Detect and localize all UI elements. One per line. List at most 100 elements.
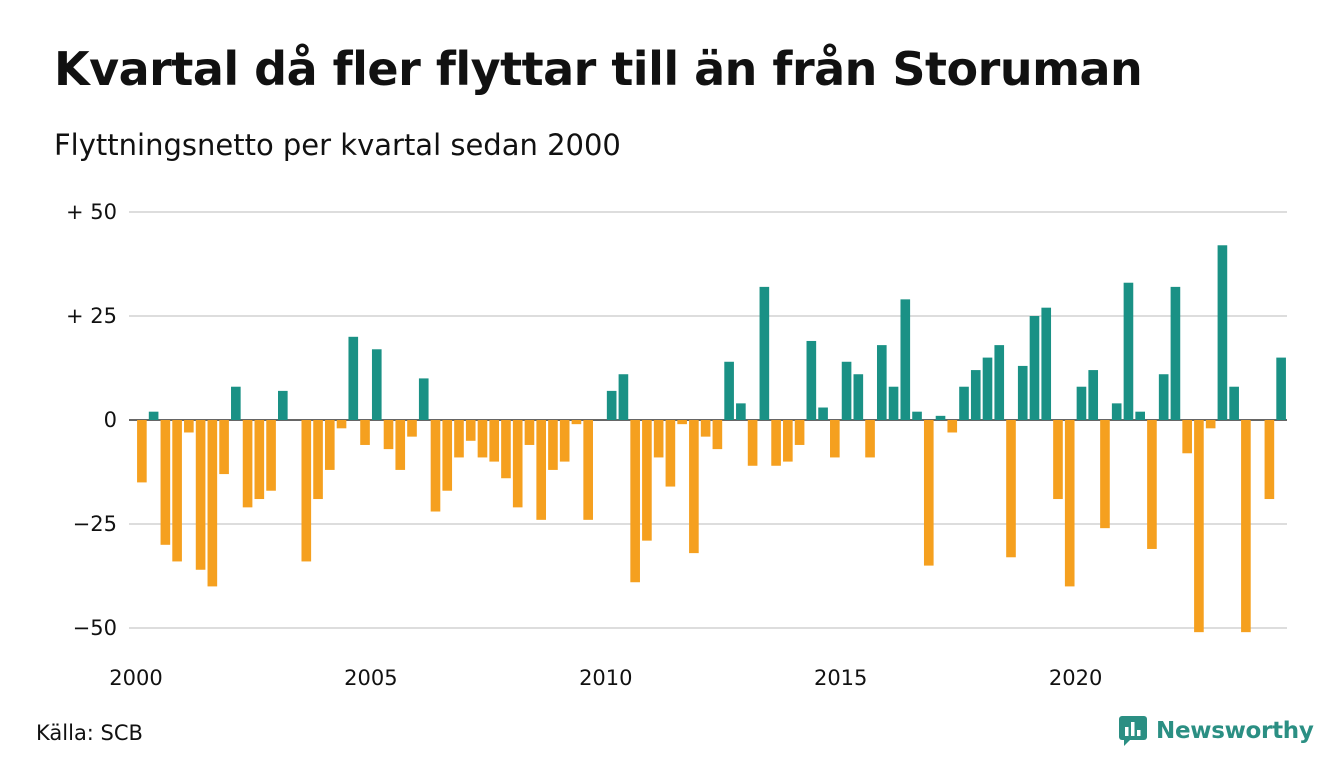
- bar-positive: [1170, 286, 1181, 420]
- bar-positive: [278, 390, 288, 420]
- bar-negative: [477, 420, 488, 458]
- y-tick-label: −25: [73, 512, 117, 536]
- bar-negative: [1100, 420, 1110, 529]
- bar-negative: [1147, 420, 1157, 549]
- newsworthy-logo: Newsworthy: [1118, 715, 1314, 747]
- bar-positive: [806, 340, 817, 420]
- bar-positive: [1088, 370, 1099, 420]
- bar-negative: [172, 420, 182, 562]
- bar-negative: [454, 420, 464, 458]
- bar-negative: [395, 420, 406, 470]
- bar-positive: [982, 357, 993, 420]
- bar-negative: [747, 420, 758, 466]
- bar-positive: [1111, 403, 1122, 420]
- bar-positive: [1017, 365, 1028, 420]
- x-tick-label: 2010: [579, 666, 632, 690]
- bar-negative: [642, 420, 652, 541]
- bar-positive: [1041, 307, 1052, 420]
- bar-negative: [1182, 420, 1192, 454]
- bar-negative: [1205, 420, 1216, 429]
- bar-positive: [970, 370, 981, 420]
- bars: [137, 245, 1286, 633]
- bar-negative: [794, 420, 805, 445]
- y-tick-label: + 50: [66, 200, 117, 224]
- bar-negative: [689, 420, 699, 554]
- bar-negative: [360, 420, 370, 445]
- brand-name: Newsworthy: [1156, 718, 1314, 744]
- bar-negative: [712, 420, 723, 450]
- bar-positive: [231, 386, 241, 420]
- bar-negative: [195, 420, 206, 570]
- bar-negative: [184, 420, 194, 433]
- bar-negative: [266, 420, 276, 491]
- bar-negative: [407, 420, 417, 437]
- bar-negative: [665, 420, 676, 487]
- bar-negative: [548, 420, 558, 470]
- bar-negative: [313, 420, 323, 500]
- bar-negative: [536, 420, 547, 520]
- bar-negative: [571, 420, 582, 425]
- bar-negative: [865, 420, 875, 458]
- bar-positive: [853, 374, 864, 420]
- bar-positive: [912, 411, 922, 420]
- bar-positive: [994, 345, 1005, 420]
- bar-positive: [606, 390, 617, 420]
- newsworthy-logo-icon: [1119, 716, 1147, 746]
- bar-positive: [371, 349, 382, 420]
- chart-subtitle: Flyttningsnetto per kvartal sedan 2000: [54, 128, 621, 162]
- bar-negative: [783, 420, 793, 462]
- axis-labels: + 50 + 25 0 −25 −50 2000 2005 2010 2015 2020: [66, 200, 1102, 690]
- y-tick-label: 0: [104, 408, 117, 432]
- bar-negative: [771, 420, 781, 466]
- bar-negative: [830, 420, 840, 458]
- bar-positive: [1135, 411, 1145, 420]
- bar-positive: [1276, 357, 1286, 420]
- x-tick-label: 2005: [344, 666, 397, 690]
- bar-negative: [301, 420, 312, 562]
- bar-negative: [383, 420, 394, 450]
- bar-positive: [1123, 282, 1134, 420]
- bar-chart: + 50 + 25 0 −25 −50 2000 2005 2010 2015 2020: [66, 200, 1287, 690]
- bar-positive: [724, 361, 734, 420]
- y-tick-label: −50: [73, 616, 117, 640]
- bar-positive: [841, 361, 852, 420]
- bar-negative: [207, 420, 218, 587]
- y-tick-label: + 25: [66, 304, 117, 328]
- bar-positive: [876, 345, 887, 420]
- bar-positive: [1229, 386, 1239, 420]
- x-tick-label: 2000: [109, 666, 162, 690]
- bar-negative: [336, 420, 347, 429]
- bar-positive: [1217, 245, 1228, 420]
- bar-negative: [501, 420, 511, 479]
- bar-positive: [759, 286, 770, 420]
- bar-negative: [653, 420, 664, 458]
- bar-negative: [242, 420, 253, 508]
- bar-positive: [618, 374, 629, 420]
- bar-negative: [1064, 420, 1075, 587]
- bar-negative: [1053, 420, 1063, 500]
- bar-positive: [148, 411, 159, 420]
- bar-negative: [1241, 420, 1251, 633]
- bar-positive: [818, 407, 828, 420]
- bar-negative: [137, 420, 147, 483]
- bar-negative: [442, 420, 453, 491]
- bar-negative: [1006, 420, 1016, 558]
- x-tick-label: 2015: [814, 666, 867, 690]
- bar-negative: [630, 420, 640, 583]
- bar-negative: [923, 420, 934, 566]
- bar-negative: [219, 420, 229, 475]
- bar-negative: [583, 420, 593, 520]
- bar-negative: [947, 420, 958, 433]
- bar-negative: [254, 420, 265, 500]
- bar-negative: [465, 420, 476, 441]
- bar-positive: [935, 415, 946, 420]
- bar-positive: [1076, 386, 1087, 420]
- bar-negative: [160, 420, 171, 545]
- bar-positive: [900, 299, 911, 420]
- bar-positive: [888, 386, 899, 420]
- bar-positive: [418, 378, 429, 420]
- bar-negative: [524, 420, 535, 445]
- bar-negative: [700, 420, 711, 437]
- bar-negative: [677, 420, 687, 425]
- bar-positive: [1158, 374, 1169, 420]
